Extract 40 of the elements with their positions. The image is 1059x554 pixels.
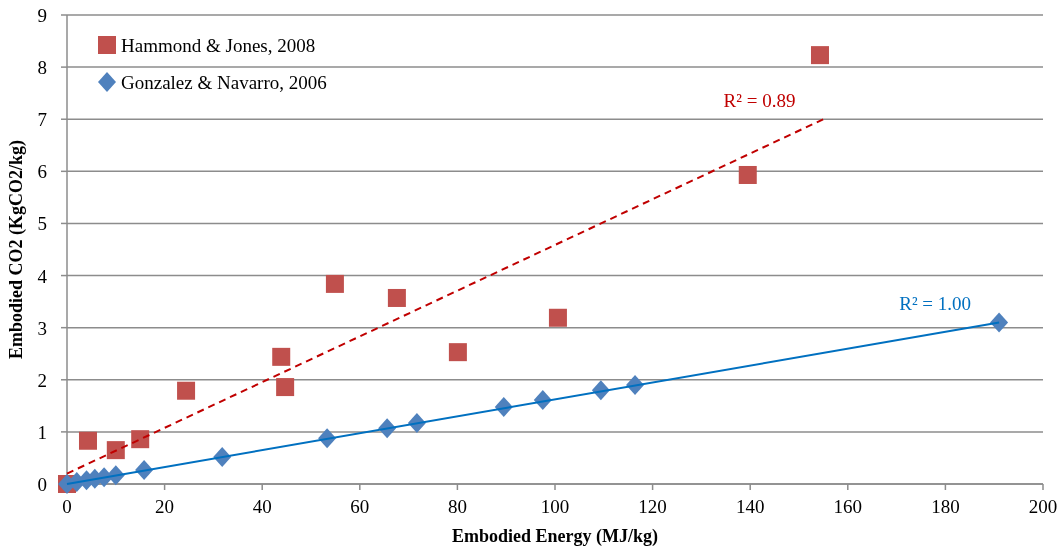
x-tick-label: 60 xyxy=(350,496,370,517)
x-tick-label: 0 xyxy=(62,496,72,517)
point xyxy=(272,347,291,366)
x-tick-label: 120 xyxy=(638,496,667,517)
point xyxy=(106,441,125,460)
y-tick-label: 0 xyxy=(37,474,47,495)
y-tick-label: 7 xyxy=(37,109,47,131)
x-axis-title: Embodied Energy (MJ/kg) xyxy=(451,526,659,547)
point xyxy=(810,46,829,65)
legend-label: Hammond & Jones, 2008 xyxy=(121,35,316,56)
x-tick-label: 180 xyxy=(931,496,960,517)
point xyxy=(387,288,406,307)
annotation: R² = 1.00 xyxy=(899,293,972,315)
annotation: R² = 0.89 xyxy=(723,90,796,112)
point xyxy=(131,430,150,449)
y-tick-label: 2 xyxy=(37,369,47,391)
y-tick-label: 3 xyxy=(37,317,47,339)
y-tick-label: 5 xyxy=(37,213,47,235)
y-tick-label: 8 xyxy=(37,57,47,79)
y-tick-label: 6 xyxy=(37,161,47,183)
x-tick-label: 40 xyxy=(252,496,272,517)
x-tick-label: 200 xyxy=(1028,496,1058,517)
y-tick-label: 1 xyxy=(37,421,47,443)
x-tick-label: 100 xyxy=(540,496,570,517)
point xyxy=(548,308,567,327)
point xyxy=(325,274,344,293)
point xyxy=(990,312,1009,333)
point xyxy=(448,343,467,362)
x-tick-label: 160 xyxy=(833,496,863,517)
point xyxy=(276,378,295,397)
point xyxy=(78,431,97,450)
legend-label: Gonzalez & Navarro, 2006 xyxy=(121,72,327,93)
y-tick-label: 4 xyxy=(37,265,48,287)
y-axis-title: Embodied CO2 (KgCO2/kg) xyxy=(6,139,27,360)
point xyxy=(738,165,757,184)
x-tick-label: 140 xyxy=(735,496,765,517)
x-tick-label: 80 xyxy=(447,496,467,517)
y-tick-label: 9 xyxy=(37,5,47,26)
point xyxy=(177,381,196,400)
x-tick-label: 20 xyxy=(155,496,175,517)
